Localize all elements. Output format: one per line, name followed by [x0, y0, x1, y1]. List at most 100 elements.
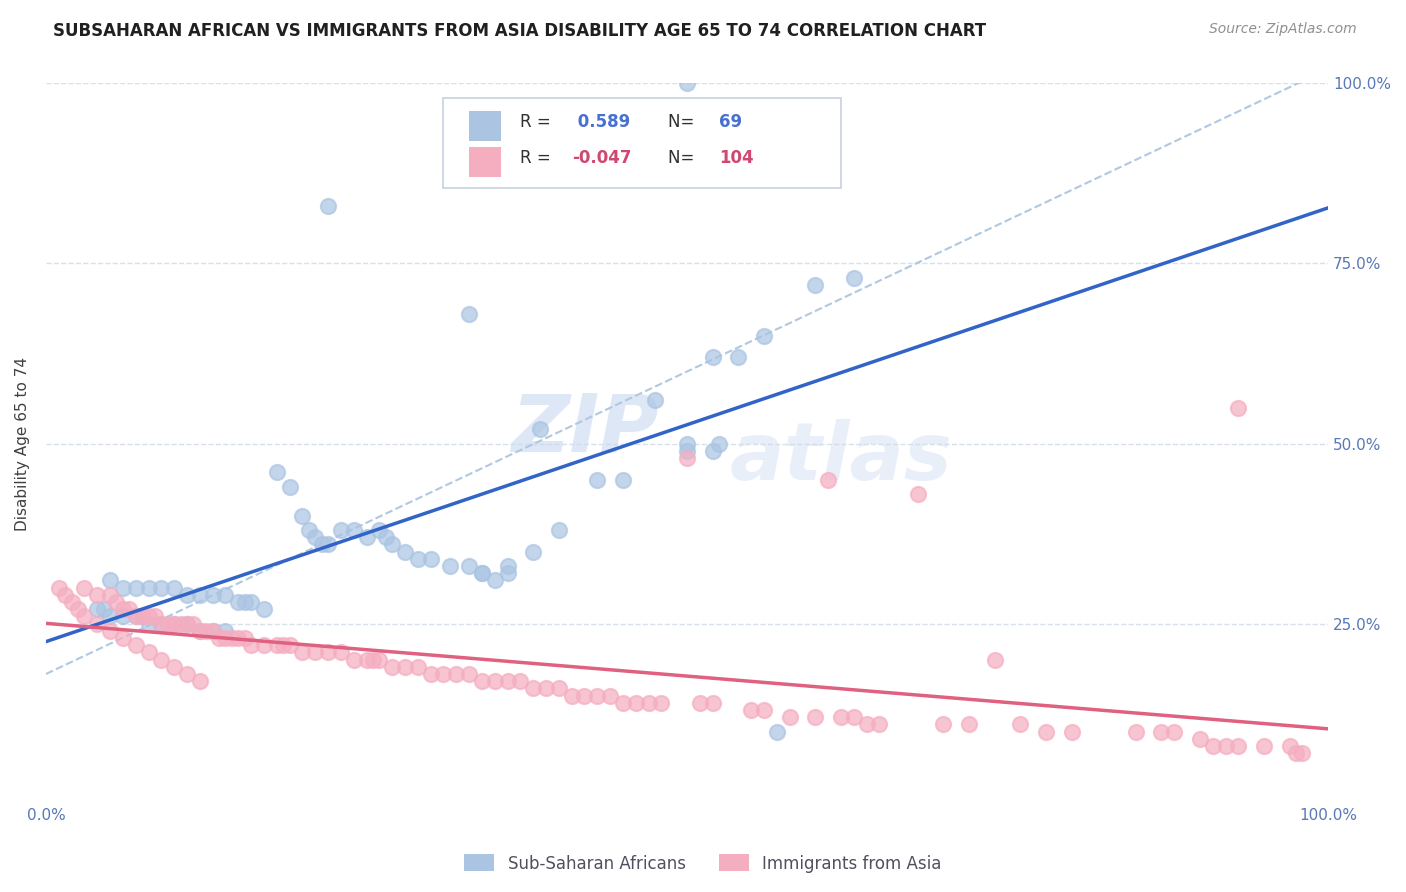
Point	[561, 689, 583, 703]
Point	[214, 631, 236, 645]
Point	[316, 199, 339, 213]
Point	[93, 602, 115, 616]
Point	[707, 436, 730, 450]
Point	[804, 278, 827, 293]
Point	[53, 588, 76, 602]
Point	[547, 681, 569, 696]
Point	[957, 717, 980, 731]
Point	[176, 616, 198, 631]
Point	[529, 422, 551, 436]
Point	[240, 638, 263, 652]
Point	[356, 652, 378, 666]
Point	[138, 581, 160, 595]
Point	[586, 689, 609, 703]
Point	[73, 609, 96, 624]
Point	[73, 581, 96, 595]
Point	[752, 703, 775, 717]
Point	[496, 674, 519, 689]
Point	[150, 581, 173, 595]
FancyBboxPatch shape	[470, 111, 501, 141]
Point	[278, 638, 301, 652]
Point	[98, 609, 121, 624]
Text: Source: ZipAtlas.com: Source: ZipAtlas.com	[1209, 22, 1357, 37]
Point	[804, 710, 827, 724]
Point	[291, 645, 314, 659]
Point	[1150, 724, 1173, 739]
Text: ZIP: ZIP	[510, 390, 658, 468]
Point	[702, 350, 724, 364]
Point	[650, 696, 672, 710]
Point	[316, 537, 339, 551]
Point	[86, 602, 108, 616]
Point	[406, 660, 429, 674]
Point	[183, 616, 205, 631]
Point	[446, 667, 468, 681]
Point	[98, 574, 121, 588]
Point	[201, 624, 224, 638]
Point	[98, 588, 121, 602]
Text: N=: N=	[668, 149, 699, 167]
Point	[496, 558, 519, 573]
Point	[195, 624, 218, 638]
Point	[60, 595, 83, 609]
Point	[374, 530, 396, 544]
Point	[208, 631, 231, 645]
Point	[1253, 739, 1275, 753]
Point	[419, 551, 441, 566]
Point	[131, 609, 153, 624]
Point	[86, 616, 108, 631]
Point	[522, 681, 544, 696]
Point	[253, 602, 276, 616]
Point	[368, 652, 391, 666]
Point	[214, 624, 236, 638]
Point	[240, 595, 263, 609]
Point	[311, 537, 333, 551]
Point	[125, 609, 148, 624]
Point	[163, 660, 186, 674]
Point	[138, 609, 160, 624]
Point	[1227, 739, 1250, 753]
Point	[214, 588, 236, 602]
Point	[329, 645, 352, 659]
Point	[702, 443, 724, 458]
Point	[111, 581, 134, 595]
Text: N=: N=	[668, 112, 699, 130]
Text: 69: 69	[718, 112, 742, 130]
Point	[842, 710, 865, 724]
Point	[676, 436, 699, 450]
Point	[612, 696, 634, 710]
Text: SUBSAHARAN AFRICAN VS IMMIGRANTS FROM ASIA DISABILITY AGE 65 TO 74 CORRELATION C: SUBSAHARAN AFRICAN VS IMMIGRANTS FROM AS…	[53, 22, 987, 40]
Point	[329, 523, 352, 537]
Point	[105, 595, 128, 609]
Point	[176, 667, 198, 681]
Point	[150, 652, 173, 666]
Text: R =: R =	[520, 149, 557, 167]
Point	[624, 696, 647, 710]
Point	[984, 652, 1007, 666]
Point	[419, 667, 441, 681]
Point	[586, 473, 609, 487]
Point	[226, 595, 249, 609]
Point	[163, 581, 186, 595]
Point	[534, 681, 557, 696]
Point	[484, 674, 506, 689]
Point	[779, 710, 801, 724]
Point	[702, 696, 724, 710]
Point	[304, 645, 326, 659]
Point	[1278, 739, 1301, 753]
Point	[271, 638, 294, 652]
Point	[1060, 724, 1083, 739]
Point	[1291, 746, 1313, 760]
Point	[125, 609, 148, 624]
Text: 104: 104	[718, 149, 754, 167]
Point	[432, 667, 454, 681]
Point	[66, 602, 89, 616]
Point	[221, 631, 243, 645]
Point	[637, 696, 659, 710]
Point	[394, 660, 416, 674]
Point	[156, 616, 179, 631]
Point	[138, 616, 160, 631]
Point	[361, 652, 384, 666]
Point	[266, 638, 288, 652]
Point	[612, 473, 634, 487]
